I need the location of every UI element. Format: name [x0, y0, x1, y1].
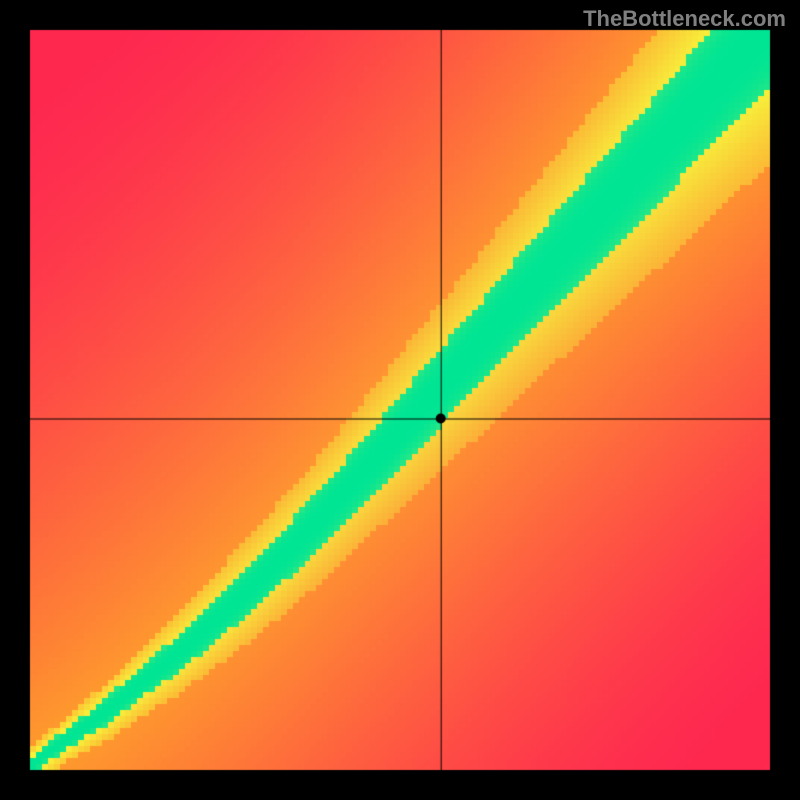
chart-container: TheBottleneck.com	[0, 0, 800, 800]
watermark-text: TheBottleneck.com	[583, 6, 786, 32]
heatmap-canvas	[0, 0, 800, 800]
